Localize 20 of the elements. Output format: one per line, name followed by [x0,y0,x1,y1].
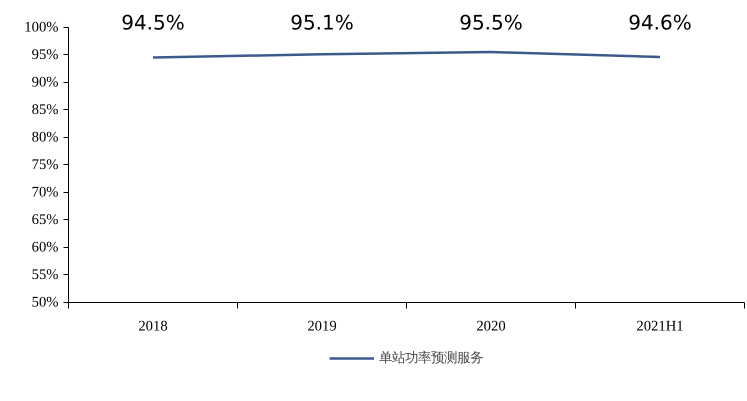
x-tick-label: 2021H1 [636,318,684,334]
data-label: 95.5% [459,10,523,34]
y-tick-label: 70% [32,184,59,200]
legend-label: 单站功率预测服务 [379,349,483,367]
data-label: 94.5% [121,10,185,34]
y-tick-label: 65% [32,212,59,228]
y-tick-label: 90% [32,74,59,90]
y-tick-label: 80% [32,129,59,146]
y-tick-label: 100% [24,19,59,36]
y-tick-label: 75% [32,156,59,173]
x-tick-label: 2018 [138,318,168,334]
x-tick-label: 2019 [307,318,337,334]
data-label: 95.1% [290,10,354,34]
data-label: 94.6% [628,10,692,34]
y-tick-label: 50% [32,294,59,310]
y-tick-label: 55% [32,266,59,283]
y-tick-label: 60% [32,239,59,256]
y-tick-label: 85% [32,102,59,118]
x-tick-label: 2020 [476,318,506,334]
y-tick-label: 95% [32,46,59,63]
